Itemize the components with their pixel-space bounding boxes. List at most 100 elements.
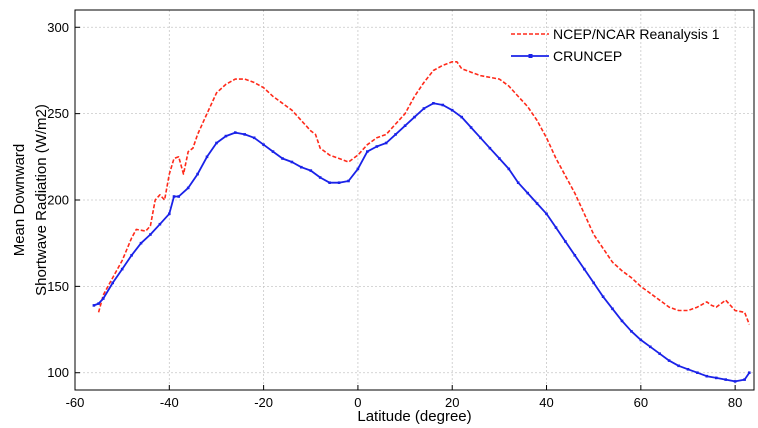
series-point-cruncep — [413, 115, 416, 119]
series-point-cruncep — [488, 146, 492, 150]
series-point-cruncep — [120, 267, 124, 271]
series-point-cruncep — [356, 167, 360, 171]
series-point-cruncep — [686, 368, 690, 371]
y-tick-label: 300 — [47, 20, 69, 35]
series-point-cruncep — [535, 202, 539, 205]
y-tick-label: 250 — [47, 106, 69, 121]
series-point-cruncep — [498, 157, 501, 160]
x-tick-label: -20 — [254, 395, 273, 410]
series-point-cruncep — [649, 345, 652, 349]
series-point-cruncep — [724, 378, 727, 381]
series-point-cruncep — [677, 364, 680, 368]
series-point-cruncep — [658, 352, 661, 355]
x-tick-label: 0 — [354, 395, 361, 410]
series-point-cruncep — [186, 186, 190, 190]
series-point-cruncep — [384, 141, 388, 145]
x-tick-label: 40 — [539, 395, 553, 410]
series-point-cruncep — [583, 267, 586, 271]
series-point-cruncep — [281, 157, 284, 160]
legend-label-cruncep: CRUNCEP — [553, 48, 622, 64]
series-point-cruncep — [215, 141, 218, 145]
series-point-cruncep — [573, 254, 577, 257]
series-point-cruncep — [526, 191, 529, 195]
legend-marker-cruncep — [528, 54, 533, 58]
series-point-cruncep — [611, 307, 614, 311]
series-point-cruncep — [441, 103, 445, 107]
plot-series — [92, 60, 751, 383]
series-point-cruncep — [309, 169, 313, 172]
y-tick-label: 200 — [47, 193, 69, 208]
y-axis-label: Mean Downward Shortwave Radiation (W/m2) — [11, 104, 50, 296]
series-point-cruncep — [97, 302, 100, 305]
series-point-cruncep — [469, 126, 473, 129]
series-point-cruncep — [318, 176, 322, 179]
series-point-cruncep — [733, 380, 737, 383]
ticks: -60 -40 -20 0 20 40 60 80 100 150 200 250 300 — [47, 20, 742, 410]
series-point-cruncep — [262, 143, 265, 146]
x-tick-label: 20 — [445, 395, 459, 410]
series-point-cruncep — [545, 212, 548, 216]
series-point-cruncep — [243, 133, 246, 136]
series-point-cruncep — [102, 297, 105, 300]
legend-label-ncep: NCEP/NCAR Reanalysis 1 — [553, 26, 720, 42]
series-point-cruncep — [394, 133, 397, 136]
series-point-cruncep — [375, 145, 379, 148]
x-tick-label: 80 — [728, 395, 742, 410]
series-point-cruncep — [554, 226, 558, 229]
series-point-cruncep — [196, 172, 199, 176]
x-axis-label: Latitude (degree) — [357, 408, 471, 425]
y-axis-label-line-2: Shortwave Radiation (W/m2) — [33, 104, 50, 296]
series-point-cruncep — [300, 165, 303, 169]
series-point-cruncep — [234, 131, 237, 134]
series-point-cruncep — [252, 136, 256, 140]
series-point-cruncep — [271, 150, 275, 153]
series-point-cruncep — [328, 181, 331, 184]
series-point-cruncep — [748, 371, 751, 374]
series-point-cruncep — [337, 181, 341, 184]
series-point-cruncep — [743, 378, 746, 381]
y-axis-label-line-1: Mean Downward — [11, 144, 28, 257]
series-point-cruncep — [139, 241, 143, 245]
series-point-cruncep — [205, 155, 209, 159]
series-point-cruncep — [158, 222, 162, 226]
series-point-cruncep — [667, 359, 671, 362]
series-point-cruncep — [224, 134, 228, 138]
series-point-cruncep — [696, 371, 699, 374]
series-point-cruncep — [479, 136, 482, 140]
series-point-cruncep — [516, 181, 520, 184]
series-point-cruncep — [450, 108, 454, 112]
series-point-cruncep — [403, 124, 407, 127]
series-point-cruncep — [620, 319, 624, 323]
series-point-cruncep — [168, 212, 171, 216]
series-point-cruncep — [111, 281, 114, 285]
series-point-cruncep — [177, 195, 180, 198]
series-point-cruncep — [592, 281, 595, 285]
series-point-cruncep — [130, 254, 133, 257]
series-point-cruncep — [290, 160, 294, 164]
series-point-cruncep — [460, 115, 463, 119]
series-point-cruncep — [172, 195, 176, 198]
series-point-cruncep — [630, 330, 633, 333]
series-point-cruncep — [507, 167, 511, 171]
legend: NCEP/NCAR Reanalysis 1 CRUNCEP — [511, 26, 720, 64]
series-point-cruncep — [705, 374, 709, 378]
series-line-ncep — [97, 60, 751, 325]
series-point-cruncep — [432, 102, 435, 105]
series-point-cruncep — [92, 304, 96, 307]
series-point-cruncep — [715, 376, 718, 380]
x-tick-label: -40 — [160, 395, 179, 410]
x-tick-label: -60 — [66, 395, 85, 410]
series-point-cruncep — [564, 240, 567, 243]
y-tick-label: 100 — [47, 365, 69, 380]
series-point-cruncep — [149, 233, 152, 236]
x-tick-label: 60 — [634, 395, 648, 410]
series-point-cruncep — [366, 150, 369, 153]
series-point-cruncep — [601, 295, 605, 298]
grid — [75, 10, 754, 390]
series-point-cruncep — [639, 338, 643, 342]
series-point-cruncep — [347, 179, 350, 183]
series-point-cruncep — [422, 107, 426, 110]
y-tick-label: 150 — [47, 279, 69, 294]
